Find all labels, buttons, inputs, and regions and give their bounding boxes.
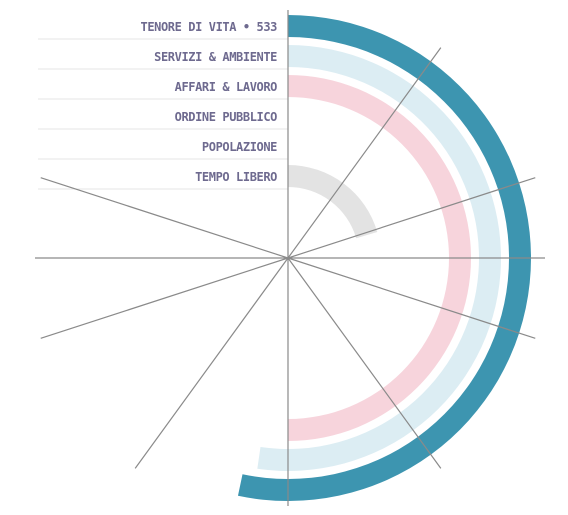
category-label-4: ORDINE PUBBLICO <box>175 110 278 124</box>
axis-spoke-9 <box>40 177 289 259</box>
category-label-6: TEMPO LIBERO <box>195 170 277 184</box>
category-label-2: SERVIZI & AMBIENTE <box>154 50 277 64</box>
radial-bar-6 <box>288 164 378 239</box>
axis-spokes <box>35 10 545 506</box>
category-label-1: TENORE DI VITA • 533 <box>141 20 278 34</box>
axis-spoke-2 <box>287 47 442 259</box>
axis-spoke-3 <box>287 177 536 259</box>
category-labels: TENORE DI VITA • 533 SERVIZI & AMBIENTE AF… <box>141 20 278 184</box>
axis-spoke-5 <box>287 257 442 469</box>
category-gridlines <box>38 38 288 190</box>
axis-spoke-4 <box>287 257 536 339</box>
radial-bars <box>237 15 532 502</box>
axis-spoke-7 <box>134 257 289 469</box>
category-label-5: POPOLAZIONE <box>202 140 277 154</box>
category-label-3: AFFARI & LAVORO <box>175 80 278 94</box>
axis-spoke-8 <box>40 257 289 339</box>
radial-bar-3 <box>288 75 471 441</box>
